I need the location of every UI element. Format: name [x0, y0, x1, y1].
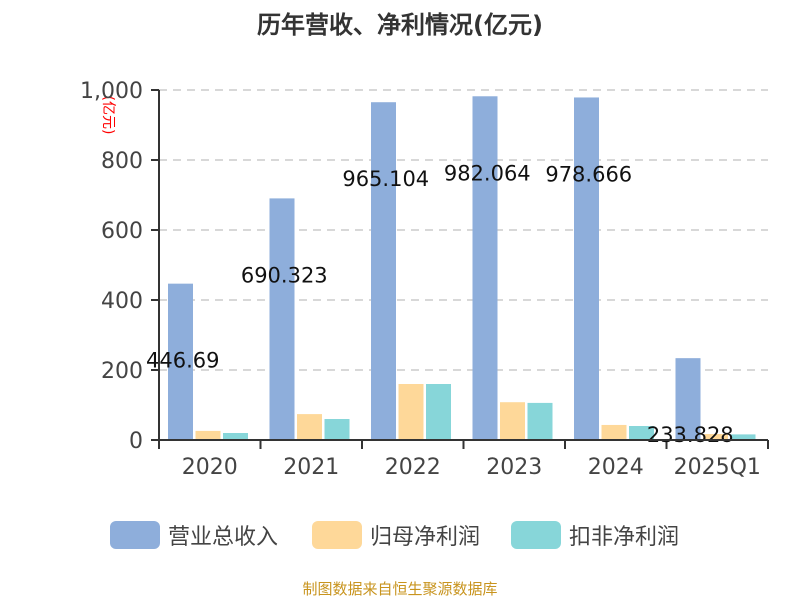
y-tick-label: 600: [101, 219, 143, 244]
y-axis-label: (亿元): [100, 96, 116, 135]
bar-2022-1: [398, 384, 424, 440]
data-label: 690.323: [241, 263, 328, 287]
data-label: 982.064: [444, 161, 531, 185]
bar-2020-2: [223, 433, 248, 440]
bar-2024-0: [574, 97, 599, 440]
data-label: 965.104: [342, 167, 429, 191]
source-footer: 制图数据来自恒生聚源数据库: [302, 580, 497, 598]
data-label: 978.666: [545, 162, 632, 186]
x-tick-label: 2022: [385, 455, 441, 480]
legend-label: 扣非净利润: [569, 525, 679, 550]
bar-2025Q1-1: [703, 434, 728, 440]
x-tick-label: 2023: [486, 455, 542, 480]
legend-label: 营业总收入: [168, 525, 278, 550]
bar-2024-1: [601, 424, 627, 440]
bar-2025Q1-2: [730, 434, 756, 440]
bar-2023-2: [527, 402, 553, 440]
chart-title: 历年营收、净利情况(亿元): [257, 11, 543, 39]
y-tick-label: 400: [101, 289, 143, 314]
legend-swatch: [110, 521, 160, 549]
y-tick-label: 1,000: [80, 79, 143, 104]
x-tick-label: 2024: [588, 455, 644, 480]
bar-2021-0: [269, 198, 295, 440]
bar-2022-0: [371, 102, 396, 441]
bar-2023-0: [472, 96, 498, 441]
bar-2021-2: [324, 419, 350, 440]
bar-2022-2: [426, 384, 451, 440]
y-tick-label: 0: [129, 429, 143, 454]
bar-2020-0: [168, 283, 193, 440]
y-tick-label: 800: [101, 149, 143, 174]
bar-2025Q1-0: [675, 358, 701, 440]
legend-label: 归母净利润: [370, 525, 480, 550]
data-label: 233.828: [647, 423, 734, 447]
x-tick-label: 2025Q1: [674, 455, 761, 480]
x-tick-label: 2020: [182, 455, 238, 480]
x-tick-label: 2021: [283, 455, 339, 480]
legend-swatch: [511, 521, 561, 549]
bar-2021-1: [297, 414, 322, 440]
y-tick-label: 200: [101, 359, 143, 384]
data-label: 446.69: [146, 349, 219, 373]
bar-2023-1: [500, 402, 525, 440]
bar-2024-2: [629, 426, 654, 440]
bar-2020-1: [195, 430, 221, 440]
legend-swatch: [312, 521, 362, 549]
